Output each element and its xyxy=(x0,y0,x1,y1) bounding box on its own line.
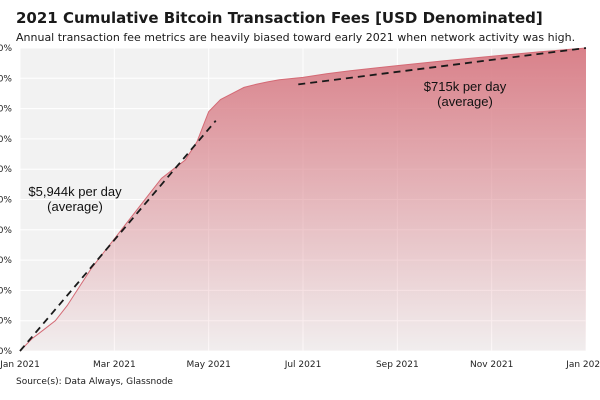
chart-title: 2021 Cumulative Bitcoin Transaction Fees… xyxy=(16,9,543,27)
y-tick-label: 10% xyxy=(0,317,12,327)
y-tick-label: 70% xyxy=(0,135,12,145)
y-tick-label: 50% xyxy=(0,196,12,206)
y-tick-label: 100% xyxy=(0,44,12,54)
x-tick-label: Nov 2021 xyxy=(470,360,513,370)
x-tick-label: Sep 2021 xyxy=(376,360,419,370)
chart-subtitle: Annual transaction fee metrics are heavi… xyxy=(16,31,576,44)
y-tick-label: 40% xyxy=(0,226,12,236)
y-tick-label: 60% xyxy=(0,165,12,175)
annotation-1-line-2: (average) xyxy=(47,199,103,214)
annotation-1-line-1: $5,944k per day xyxy=(28,184,122,199)
x-tick-label: Jul 2021 xyxy=(284,360,322,370)
annotations: $5,944k per day(average)$715k per day(av… xyxy=(28,79,506,214)
x-tick-label: May 2021 xyxy=(186,360,230,370)
y-tick-label: 20% xyxy=(0,286,12,296)
y-tick-label: 30% xyxy=(0,256,12,266)
annotation-2-line-2: (average) xyxy=(437,94,493,109)
trend-line-2 xyxy=(298,47,587,86)
x-tick-label: Jan 2021 xyxy=(0,360,40,370)
y-axis-ticks: 0% 10% 20% 30% 40% 50% 60% 70% 80% 90% 100% xyxy=(0,44,12,357)
trend-lines xyxy=(19,47,587,352)
x-tick-label: Mar 2021 xyxy=(93,360,136,370)
y-tick-label: 80% xyxy=(0,105,12,115)
y-tick-label: 0% xyxy=(0,347,12,357)
annotation-2-line-1: $715k per day xyxy=(424,79,507,94)
x-axis-ticks: Jan 2021 Mar 2021 May 2021 Jul 2021 Sep 2021… xyxy=(0,360,600,370)
source-note: Source(s): Data Always, Glassnode xyxy=(16,377,173,387)
cumulative-fees-line xyxy=(19,47,587,352)
trend-line-1 xyxy=(19,120,217,352)
x-tick-label: Jan 2022 xyxy=(565,360,600,370)
cumulative-fees-area xyxy=(20,48,586,351)
y-tick-label: 90% xyxy=(0,74,12,84)
